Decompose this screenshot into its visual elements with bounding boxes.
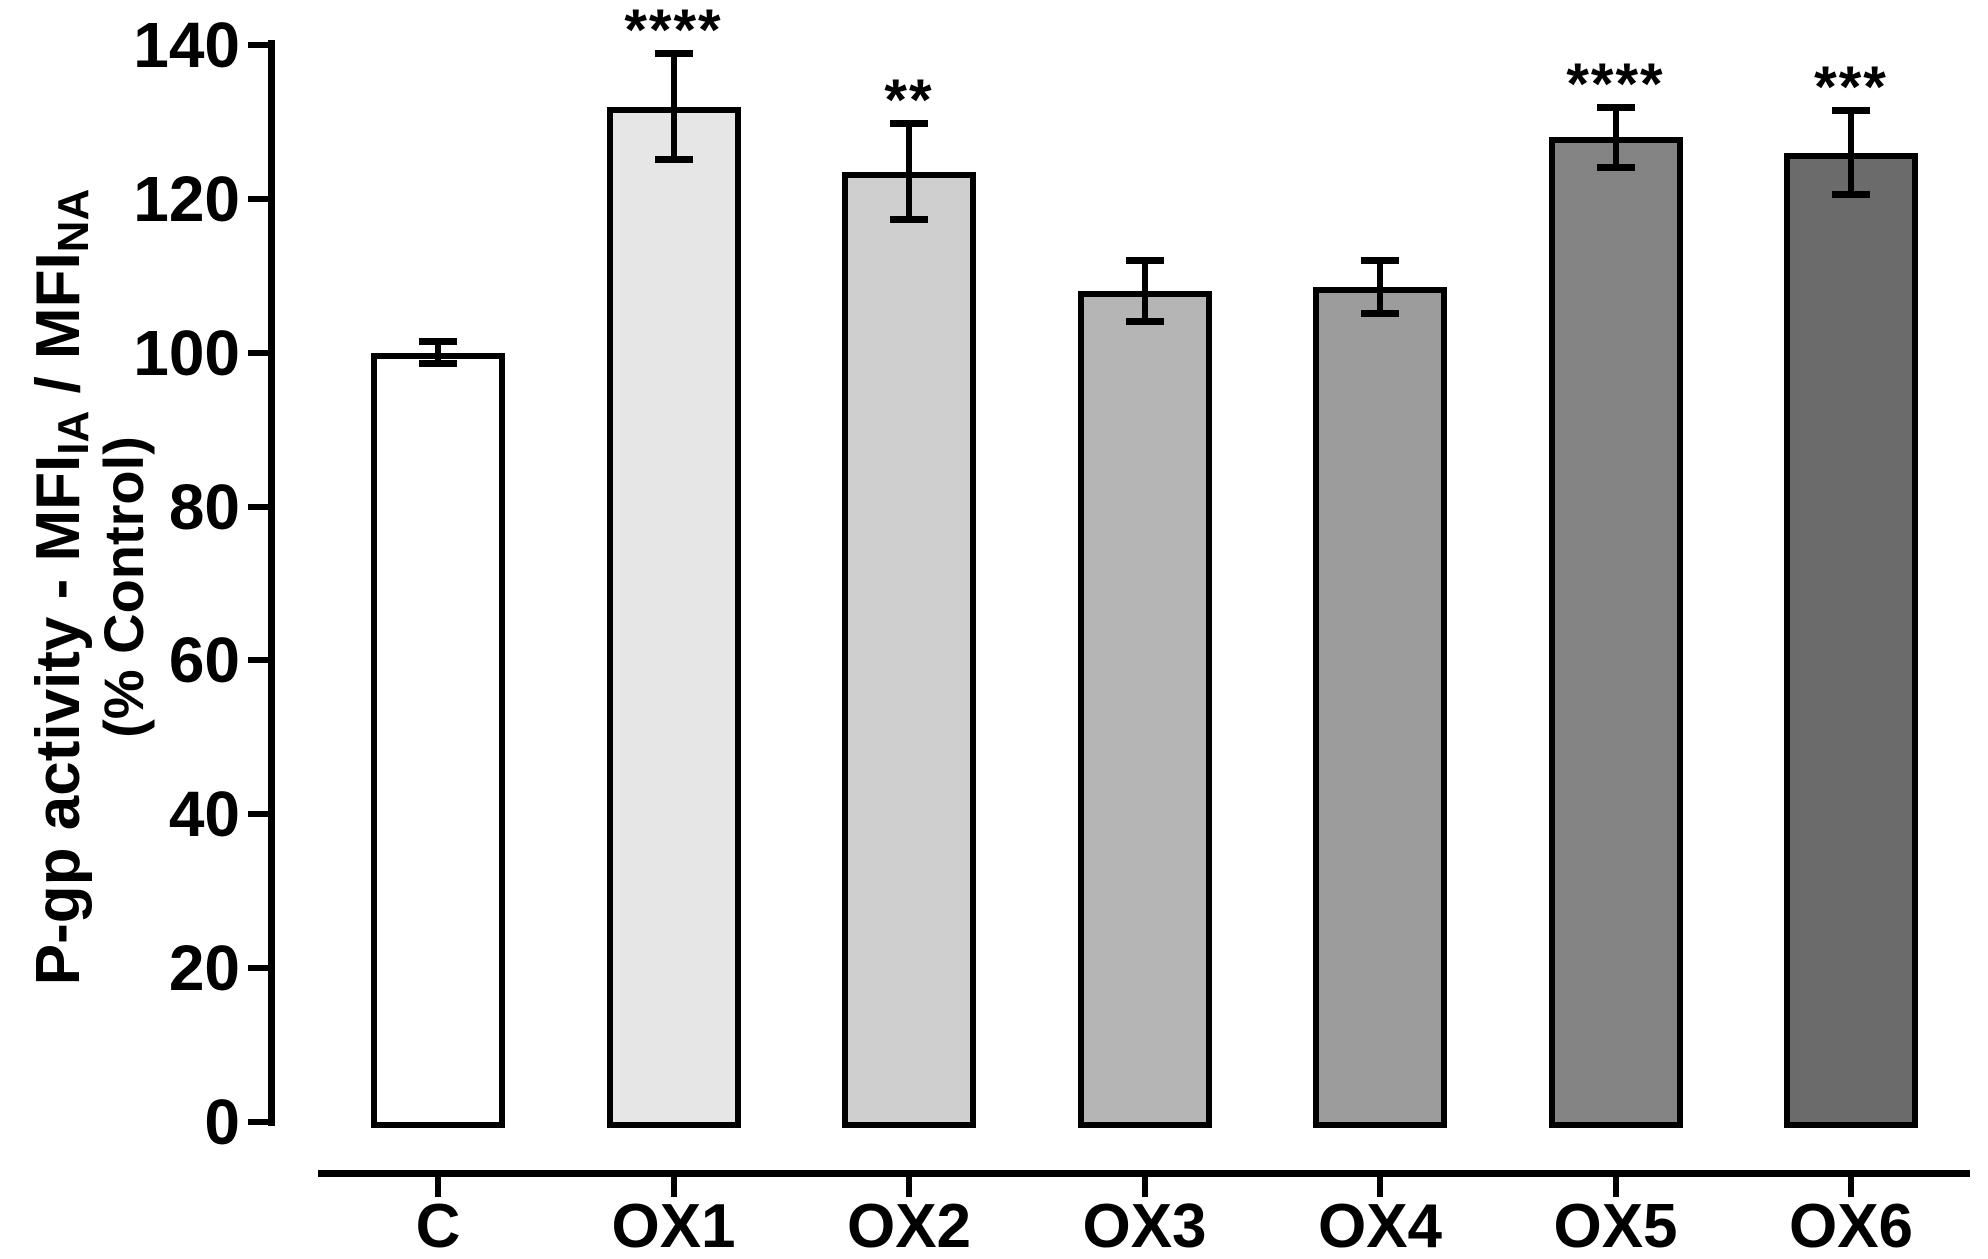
y-tick-mark (248, 349, 268, 356)
y-tick-label: 100 (133, 316, 240, 389)
bar-ox5 (1548, 137, 1683, 1128)
x-tick-label-ox2: OX2 (846, 1192, 972, 1259)
x-tick-label-ox5: OX5 (1553, 1192, 1678, 1259)
y-tick-mark (248, 965, 268, 972)
y-axis-line (268, 40, 275, 1126)
x-axis-line (318, 1170, 1970, 1177)
error-bar-line-ox5 (1612, 106, 1619, 169)
significance-stars-ox6: *** (1814, 55, 1888, 121)
y-tick-label: 120 (133, 162, 240, 235)
x-tick-mark-ox6 (1848, 1177, 1854, 1197)
error-bar-cap-top-ox2 (890, 120, 928, 128)
x-tick-label-ox3: OX3 (1082, 1192, 1207, 1259)
error-bar-cap-bottom-c (419, 360, 457, 368)
significance-stars-ox1: **** (624, 0, 723, 63)
y-tick-label: 60 (168, 624, 240, 697)
x-tick-label-ox6: OX6 (1788, 1192, 1914, 1259)
error-bar-line-ox1 (670, 52, 677, 161)
error-bar-cap-bottom-ox2 (890, 216, 928, 224)
bar-ox4 (1313, 287, 1447, 1128)
y-tick-mark (248, 811, 268, 818)
y-axis-label-subscript-ia: IA (49, 410, 99, 455)
y-tick-label: 80 (168, 470, 240, 543)
y-tick-label: 0 (204, 1086, 240, 1158)
bar-ox6 (1784, 152, 1918, 1128)
error-bar-line-c (435, 341, 441, 365)
error-bar-cap-top-ox3 (1125, 257, 1164, 265)
error-bar-line-ox3 (1141, 260, 1148, 322)
x-tick-mark-ox5 (1612, 1177, 1619, 1197)
x-tick-label-ox4: OX4 (1317, 1192, 1443, 1259)
error-bar-cap-bottom-ox3 (1125, 317, 1164, 325)
bar-c (371, 352, 505, 1128)
error-bar-line-ox4 (1377, 260, 1383, 315)
bar-ox1 (606, 106, 741, 1128)
x-tick-mark-ox3 (1141, 1177, 1148, 1197)
error-bar-cap-top-c (419, 338, 457, 346)
significance-stars-ox5: **** (1566, 51, 1665, 117)
x-tick-mark-ox1 (670, 1177, 677, 1197)
x-tick-label-c: C (415, 1192, 461, 1259)
error-bar-cap-top-ox4 (1361, 257, 1399, 265)
error-bar-cap-top-ox1 (654, 49, 693, 57)
significance-stars-ox2: ** (884, 68, 934, 134)
y-tick-mark (248, 195, 268, 202)
y-tick-label: 140 (133, 9, 240, 81)
y-axis-label-line1: P-gp activity - MFIIA / MFINA (23, 188, 99, 986)
error-bar-cap-bottom-ox5 (1596, 164, 1635, 172)
y-tick-mark (248, 42, 268, 48)
y-tick-mark (248, 503, 268, 510)
y-tick-label: 20 (168, 932, 240, 1005)
x-tick-mark-ox2 (906, 1177, 912, 1197)
x-tick-mark-c (435, 1177, 441, 1197)
error-bar-cap-bottom-ox6 (1832, 191, 1870, 198)
error-bar-cap-top-ox5 (1596, 103, 1635, 111)
bar-ox3 (1077, 291, 1212, 1128)
error-bar-cap-top-ox6 (1832, 107, 1870, 115)
y-tick-label: 40 (168, 778, 240, 851)
error-bar-cap-bottom-ox1 (654, 156, 693, 164)
bar-ox2 (842, 171, 976, 1128)
x-tick-label-ox1: OX1 (611, 1192, 736, 1259)
error-bar-line-ox6 (1848, 110, 1854, 195)
y-tick-mark (248, 1119, 268, 1125)
error-bar-cap-bottom-ox4 (1361, 310, 1399, 318)
error-bar-line-ox2 (906, 123, 912, 221)
y-tick-mark (248, 657, 268, 664)
x-tick-mark-ox4 (1377, 1177, 1383, 1197)
